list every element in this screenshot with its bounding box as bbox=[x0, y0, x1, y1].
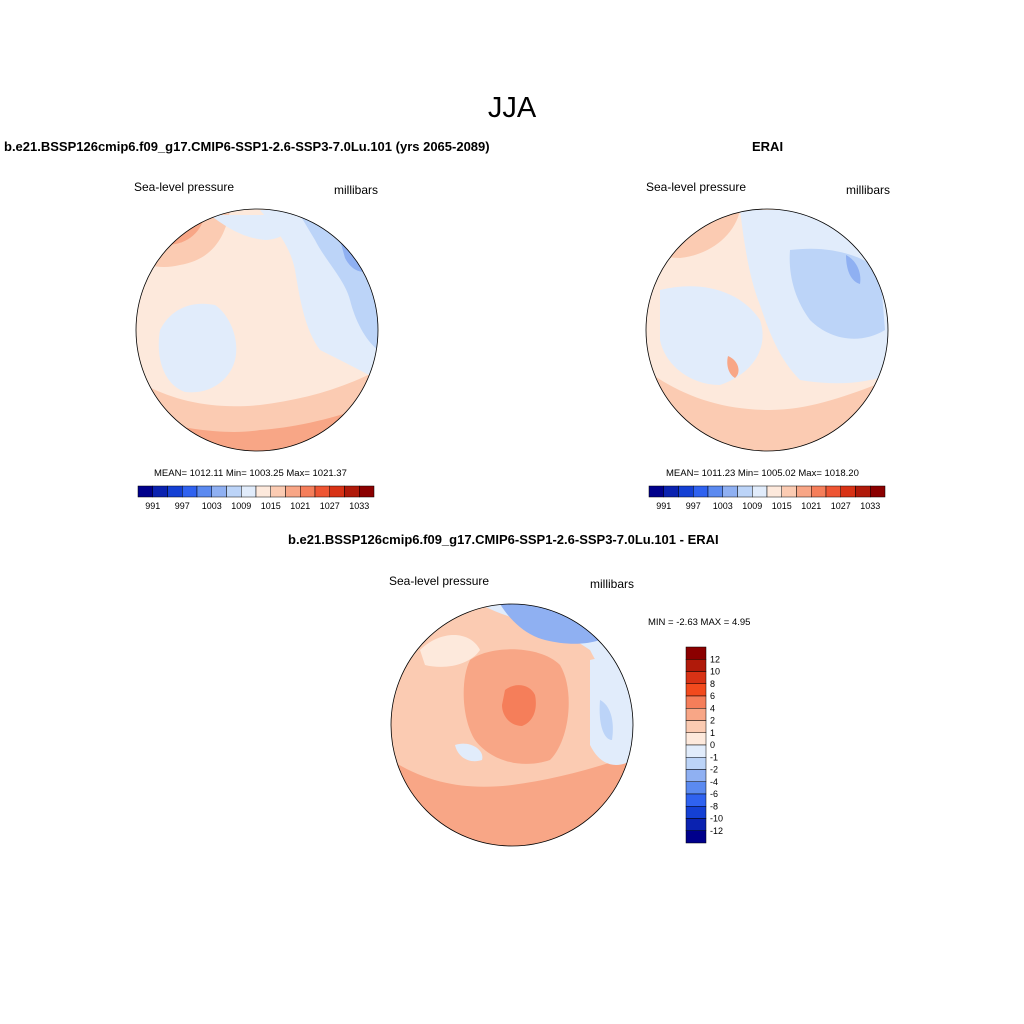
colorbar-swatch bbox=[781, 485, 797, 498]
colorbar-swatch bbox=[722, 485, 738, 498]
colorbar-label: 1009 bbox=[742, 501, 762, 511]
colorbar-swatch bbox=[241, 485, 257, 498]
colorbar-label: 1033 bbox=[349, 501, 369, 511]
season-title: JJA bbox=[487, 92, 537, 124]
panel2-stats: MEAN= 1011.23 Min= 1005.02 Max= 1018.20 bbox=[666, 468, 859, 479]
panel3-units-label: millibars bbox=[590, 577, 635, 591]
panel2-variable-label: Sea-level pressure bbox=[646, 180, 747, 194]
colorbar-swatch bbox=[840, 485, 856, 498]
panel2-map bbox=[645, 208, 889, 452]
colorbar-swatch bbox=[137, 485, 153, 498]
colorbar-label: -10 bbox=[710, 814, 723, 824]
colorbar-swatch bbox=[752, 485, 768, 498]
colorbar-swatch bbox=[152, 485, 168, 498]
panel1-colorbar: 991 997 1003 1009 1015 1021 1027 1033 bbox=[137, 485, 375, 511]
colorbar-swatch bbox=[648, 485, 664, 498]
colorbar-swatch bbox=[766, 485, 782, 498]
colorbar-label: 1015 bbox=[261, 501, 281, 511]
colorbar-swatch bbox=[796, 485, 812, 498]
panel1-units-label: millibars bbox=[334, 183, 379, 197]
colorbar-swatch bbox=[855, 485, 871, 498]
colorbar-swatch bbox=[685, 830, 707, 844]
panel3-title: b.e21.BSSP126cmip6.f09_g17.CMIP6-SSP1-2.… bbox=[288, 532, 719, 547]
colorbar-label: -4 bbox=[710, 777, 718, 787]
colorbar-label: 1027 bbox=[320, 501, 340, 511]
colorbar-swatch bbox=[255, 485, 271, 498]
colorbar-swatch bbox=[685, 793, 707, 807]
colorbar-label: 2 bbox=[710, 716, 715, 726]
colorbar-swatch bbox=[693, 485, 709, 498]
colorbar-label: -12 bbox=[710, 826, 723, 836]
colorbar-label: -8 bbox=[710, 801, 718, 811]
colorbar-swatch bbox=[685, 659, 707, 672]
colorbar-swatch bbox=[226, 485, 242, 498]
colorbar-swatch bbox=[329, 485, 345, 498]
panel2-units-label: millibars bbox=[846, 183, 891, 197]
colorbar-swatch bbox=[196, 485, 212, 498]
colorbar-label: 1021 bbox=[290, 501, 310, 511]
colorbar-swatch bbox=[211, 485, 227, 498]
colorbar-label: 1033 bbox=[860, 501, 880, 511]
colorbar-swatch bbox=[344, 485, 360, 498]
colorbar-label: 1009 bbox=[231, 501, 251, 511]
colorbar-swatch bbox=[300, 485, 316, 498]
colorbar-label: 6 bbox=[710, 691, 715, 701]
colorbar-label: -6 bbox=[710, 789, 718, 799]
colorbar-swatch bbox=[685, 646, 707, 660]
colorbar-swatch bbox=[270, 485, 286, 498]
panel3-variable-label: Sea-level pressure bbox=[389, 574, 490, 588]
colorbar-swatch bbox=[182, 485, 198, 498]
colorbar-swatch bbox=[167, 485, 183, 498]
colorbar-swatch bbox=[685, 781, 707, 795]
panel2-colorbar: 991 997 1003 1009 1015 1021 1027 1033 bbox=[648, 485, 886, 511]
colorbar-swatch bbox=[685, 744, 707, 758]
panel3-map bbox=[390, 603, 634, 847]
panel1-variable-label: Sea-level pressure bbox=[134, 180, 235, 194]
colorbar-label: 1021 bbox=[801, 501, 821, 511]
colorbar-label: 10 bbox=[710, 667, 720, 677]
colorbar-swatch bbox=[811, 485, 827, 498]
colorbar-label: 1015 bbox=[772, 501, 792, 511]
colorbar-label: 1003 bbox=[713, 501, 733, 511]
colorbar-swatch bbox=[685, 671, 707, 684]
colorbar-label: 0 bbox=[710, 740, 715, 750]
colorbar-swatch bbox=[707, 485, 723, 498]
panel1-map bbox=[135, 208, 379, 452]
colorbar-swatch bbox=[285, 485, 301, 498]
colorbar-swatch bbox=[685, 708, 707, 721]
colorbar-swatch bbox=[685, 757, 707, 770]
colorbar-swatch bbox=[685, 732, 707, 746]
colorbar-label: 991 bbox=[145, 501, 160, 511]
colorbar-label: 991 bbox=[656, 501, 671, 511]
colorbar-swatch bbox=[825, 485, 841, 498]
panel1-stats: MEAN= 1012.11 Min= 1003.25 Max= 1021.37 bbox=[154, 468, 347, 479]
colorbar-swatch bbox=[314, 485, 330, 498]
colorbar-swatch bbox=[685, 683, 707, 697]
colorbar-swatch bbox=[685, 769, 707, 782]
colorbar-label: 12 bbox=[710, 654, 720, 664]
colorbar-label: 997 bbox=[175, 501, 190, 511]
colorbar-swatch bbox=[685, 695, 707, 709]
panel3-minmax: MIN = -2.63 MAX = 4.95 bbox=[648, 617, 751, 628]
colorbar-swatch bbox=[737, 485, 753, 498]
panel1-title: b.e21.BSSP126cmip6.f09_g17.CMIP6-SSP1-2.… bbox=[4, 139, 490, 154]
colorbar-label: -2 bbox=[710, 765, 718, 775]
colorbar-label: 8 bbox=[710, 679, 715, 689]
colorbar-label: 997 bbox=[686, 501, 701, 511]
colorbar-swatch bbox=[678, 485, 694, 498]
colorbar-swatch bbox=[359, 485, 375, 498]
colorbar-swatch bbox=[870, 485, 886, 498]
colorbar-label: 4 bbox=[710, 703, 715, 713]
colorbar-label: 1 bbox=[710, 728, 715, 738]
colorbar-swatch bbox=[663, 485, 679, 498]
colorbar-swatch bbox=[685, 806, 707, 819]
colorbar-label: 1027 bbox=[831, 501, 851, 511]
colorbar-label: 1003 bbox=[202, 501, 222, 511]
panel2-title: ERAI bbox=[752, 139, 784, 154]
colorbar-swatch bbox=[685, 818, 707, 831]
colorbar-label: -1 bbox=[710, 752, 718, 762]
colorbar-swatch bbox=[685, 720, 707, 733]
